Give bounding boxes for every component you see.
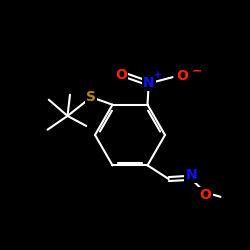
Text: O: O bbox=[200, 188, 211, 202]
Text: −: − bbox=[191, 65, 202, 78]
Text: S: S bbox=[86, 90, 96, 104]
Text: O: O bbox=[176, 69, 188, 83]
Text: N: N bbox=[186, 168, 197, 182]
Text: O: O bbox=[115, 68, 127, 82]
Text: N: N bbox=[143, 76, 154, 90]
Text: +: + bbox=[154, 70, 162, 80]
